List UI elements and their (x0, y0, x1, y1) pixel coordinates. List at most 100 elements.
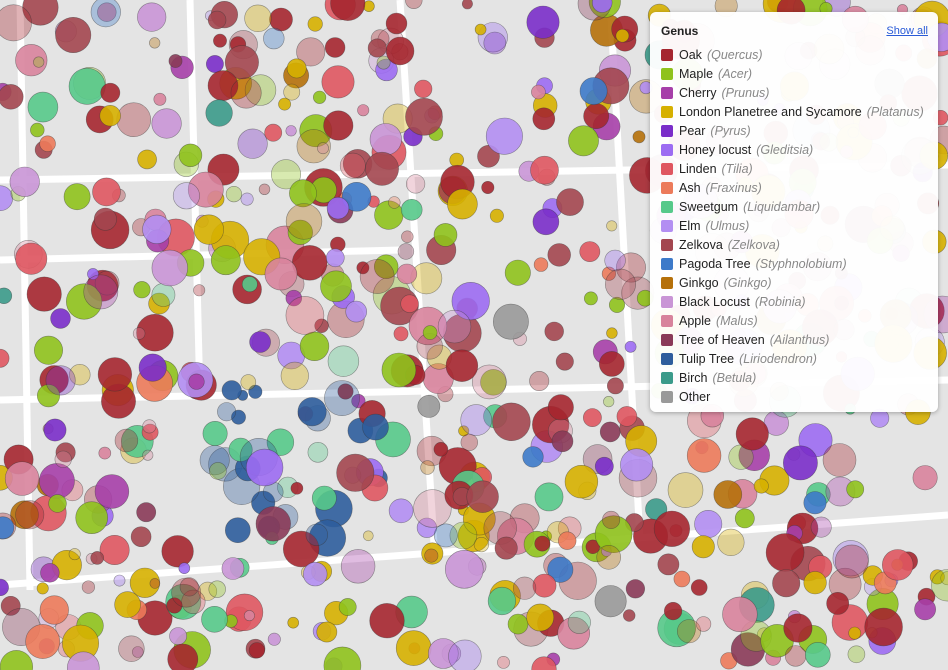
legend-swatch (661, 295, 673, 308)
legend-latin: (Robinia) (754, 294, 806, 309)
tree-canopy (625, 579, 646, 599)
tree-canopy (149, 37, 161, 49)
tree-canopy (529, 370, 550, 391)
tree-canopy (153, 92, 167, 106)
tree-canopy (369, 123, 402, 156)
tree-canopy (0, 516, 15, 540)
tree-canopy (316, 621, 338, 643)
legend-item[interactable]: Ash (Fraxinus) (661, 178, 928, 197)
legend-latin: (Malus) (715, 313, 758, 328)
legend-name: Black Locust (679, 294, 750, 309)
legend-name: Other (679, 389, 711, 404)
legend-item[interactable]: Pagoda Tree (Styphnolobium) (661, 254, 928, 273)
tree-canopy (401, 230, 414, 243)
legend-latin: (Platanus) (866, 104, 924, 119)
legend-item[interactable]: Tulip Tree (Liriodendron) (661, 349, 928, 368)
tree-canopy (83, 274, 119, 310)
tree-canopy (461, 0, 473, 10)
legend-item[interactable]: Honey locust (Gleditsia) (661, 140, 928, 159)
tree-canopy (362, 413, 389, 441)
legend-swatch (661, 219, 673, 232)
tree-canopy (551, 430, 574, 453)
tree-canopy (266, 428, 295, 456)
legend-item[interactable]: Pear (Pyrus) (661, 121, 928, 140)
tree-canopy (881, 549, 914, 581)
tree-canopy (285, 125, 297, 137)
legend-name: Oak (679, 47, 702, 62)
tree-canopy (326, 196, 350, 220)
legend-item[interactable]: Ginkgo (Ginkgo) (661, 273, 928, 292)
legend-item[interactable]: Black Locust (Robinia) (661, 292, 928, 311)
legend-item[interactable]: Cherry (Prunus) (661, 83, 928, 102)
tree-canopy (385, 36, 415, 66)
tree-canopy (151, 249, 189, 287)
tree-canopy (483, 31, 507, 55)
tree-canopy (603, 396, 615, 408)
legend-item[interactable]: London Planetree and Sycamore (Platanus) (661, 102, 928, 121)
tree-canopy (690, 579, 708, 596)
tree-canopy (616, 406, 638, 427)
tree-canopy (209, 462, 227, 480)
tree-canopy (320, 270, 352, 303)
legend-item[interactable]: Elm (Ulmus) (661, 216, 928, 235)
tree-canopy (26, 276, 62, 312)
legend-item[interactable]: Birch (Betula) (661, 368, 928, 387)
tree-canopy (4, 461, 40, 496)
legend-swatch (661, 276, 673, 289)
tree-canopy (557, 531, 577, 550)
legend-item[interactable]: Oak (Quercus) (661, 45, 928, 64)
tree-canopy (0, 578, 9, 596)
legend-name: Ash (679, 180, 701, 195)
tree-canopy (9, 166, 40, 197)
tree-canopy (142, 214, 172, 244)
tree-canopy (90, 551, 104, 565)
tree-canopy (249, 331, 271, 353)
tree-canopy (397, 243, 415, 260)
tree-canopy (66, 283, 103, 320)
tree-canopy (166, 597, 183, 614)
tree-canopy (485, 117, 523, 155)
legend-swatch (661, 238, 673, 251)
tree-canopy (345, 300, 368, 323)
tree-canopy (735, 417, 769, 451)
legend-item[interactable]: Other (661, 387, 928, 406)
tree-canopy (240, 374, 257, 390)
legend-item[interactable]: Apple (Malus) (661, 311, 928, 330)
tree-canopy (602, 510, 621, 529)
tree-canopy (67, 651, 100, 670)
legend-item[interactable]: Zelkova (Zelkova) (661, 235, 928, 254)
legend-name: Elm (679, 218, 701, 233)
tree-canopy (68, 548, 81, 561)
tree-canopy (116, 102, 151, 137)
legend-swatch (661, 86, 673, 99)
tree-canopy (193, 284, 206, 297)
tree-canopy (460, 404, 493, 436)
tree-canopy (531, 84, 546, 100)
tree-canopy (97, 357, 133, 392)
tree-canopy (931, 569, 948, 602)
legend-item[interactable]: Maple (Acer) (661, 64, 928, 83)
tree-canopy (362, 530, 374, 542)
tree-canopy (221, 380, 242, 401)
tree-canopy (564, 465, 599, 499)
tree-canopy (137, 149, 157, 170)
tree-canopy (734, 508, 755, 529)
tree-canopy (460, 433, 478, 452)
tree-canopy (433, 523, 458, 548)
tree-canopy (599, 421, 621, 443)
tree-canopy (27, 91, 59, 123)
tree-canopy (138, 353, 167, 382)
legend-item[interactable]: Tree of Heaven (Ailanthus) (661, 330, 928, 349)
legend-name: Cherry (679, 85, 717, 100)
tree-canopy (487, 586, 517, 616)
tree-canopy (187, 171, 224, 208)
tree-canopy (113, 574, 126, 587)
tree-canopy (673, 570, 691, 588)
legend-item[interactable]: Linden (Tilia) (661, 159, 928, 178)
tree-canopy (338, 598, 357, 616)
tree-canopy (473, 536, 490, 553)
legend-item[interactable]: Sweetgum (Liquidambar) (661, 197, 928, 216)
tree-canopy (244, 74, 277, 106)
tree-canopy (717, 528, 745, 557)
show-all-link[interactable]: Show all (886, 25, 928, 37)
